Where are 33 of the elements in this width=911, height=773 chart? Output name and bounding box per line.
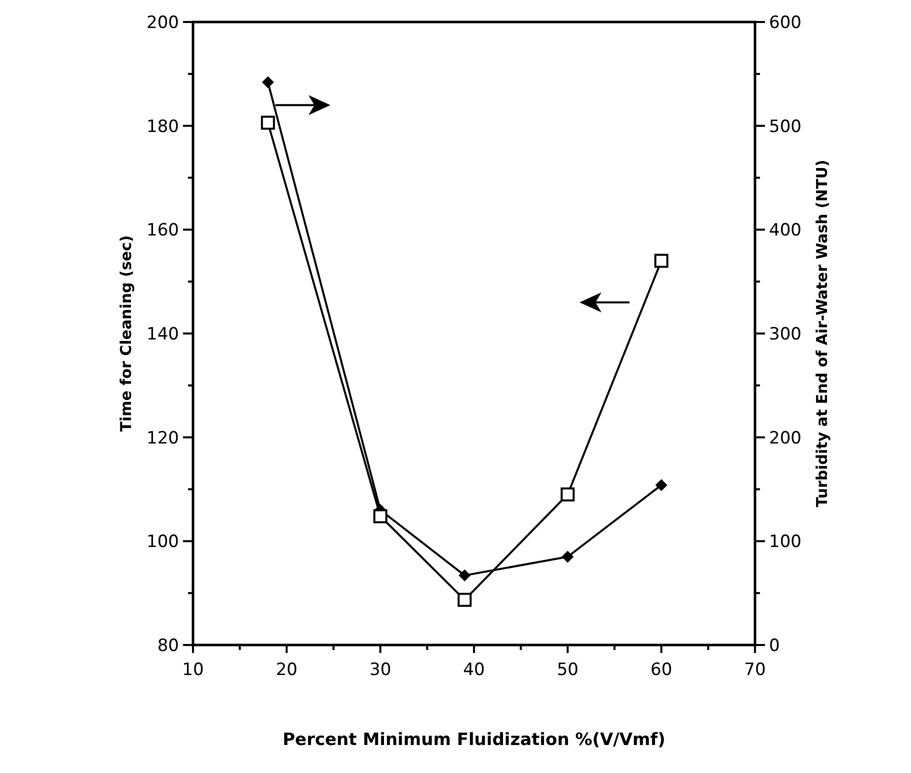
y2-tick-label: 500 — [769, 116, 802, 137]
y-tick-label: 160 — [146, 220, 179, 241]
point — [654, 254, 668, 268]
y2-tick-label: 400 — [769, 220, 802, 241]
point — [560, 487, 575, 502]
y2-tick-label: 300 — [769, 324, 802, 344]
y-axis-title: Time for Cleaning (sec) — [117, 235, 135, 432]
point — [262, 76, 274, 88]
point — [458, 569, 471, 582]
x-axis-title: Percent Minimum Fluidization %(V/Vmf) — [282, 730, 666, 750]
x-tick-label: 10 — [182, 660, 204, 680]
x-tick-label: 70 — [744, 660, 766, 680]
x-tick-label: 60 — [650, 660, 672, 680]
x-tick-label: 30 — [370, 660, 392, 680]
y2-tick-label: 100 — [769, 532, 802, 552]
y-tick-label: 140 — [146, 324, 179, 344]
x-tick-label: 20 — [276, 660, 298, 680]
point — [562, 550, 574, 563]
y2-axis-title: Turbidity at End of Air-Water Wash (NTU) — [813, 160, 831, 508]
point — [260, 116, 275, 130]
y2-tick-label: 0 — [769, 636, 780, 656]
x-tick-label: 50 — [556, 660, 578, 680]
y-tick-label: 100 — [146, 532, 179, 552]
point — [373, 509, 388, 524]
point — [458, 592, 472, 607]
y2-tick-label: 200 — [769, 428, 802, 448]
y-tick-label: 80 — [157, 636, 179, 656]
point — [655, 479, 668, 492]
x-tick-label: 40 — [463, 660, 485, 680]
y-tick-label: 180 — [146, 116, 179, 137]
y2-tick-label: 600 — [769, 12, 802, 33]
y-tick-label: 200 — [146, 12, 179, 33]
y-tick-label: 120 — [146, 428, 179, 448]
